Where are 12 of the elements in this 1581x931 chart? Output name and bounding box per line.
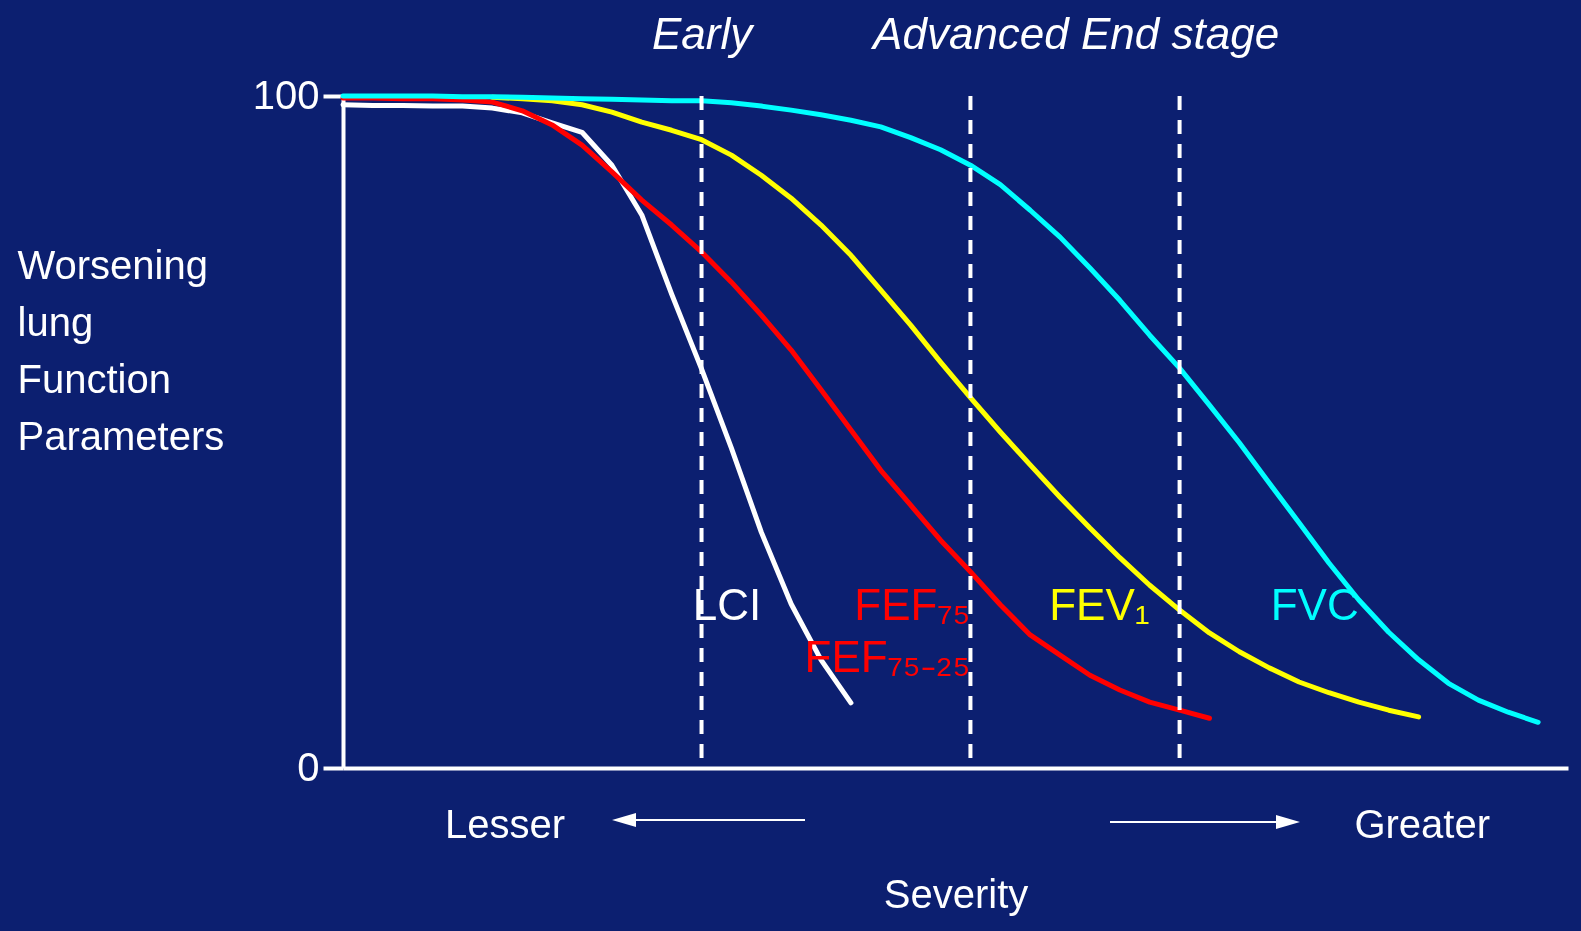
- text: Lesser: [445, 802, 566, 846]
- series-label: LCI: [692, 579, 762, 629]
- y-tick-label: 100: [252, 72, 320, 117]
- x-tick-label: Advanced: [870, 8, 1071, 58]
- x-tick-label: End stage: [1081, 8, 1280, 58]
- x-tick-label: Early: [651, 8, 756, 58]
- y-axis-title: Worsening lung Function Parameters: [17, 242, 225, 458]
- y-tick-label: 0: [297, 744, 320, 789]
- x-axis-title: Severity: [883, 871, 1029, 916]
- text: Greater: [1354, 802, 1490, 846]
- series-label: FEV₁: [1049, 579, 1150, 629]
- series-label: FVC: [1270, 579, 1359, 629]
